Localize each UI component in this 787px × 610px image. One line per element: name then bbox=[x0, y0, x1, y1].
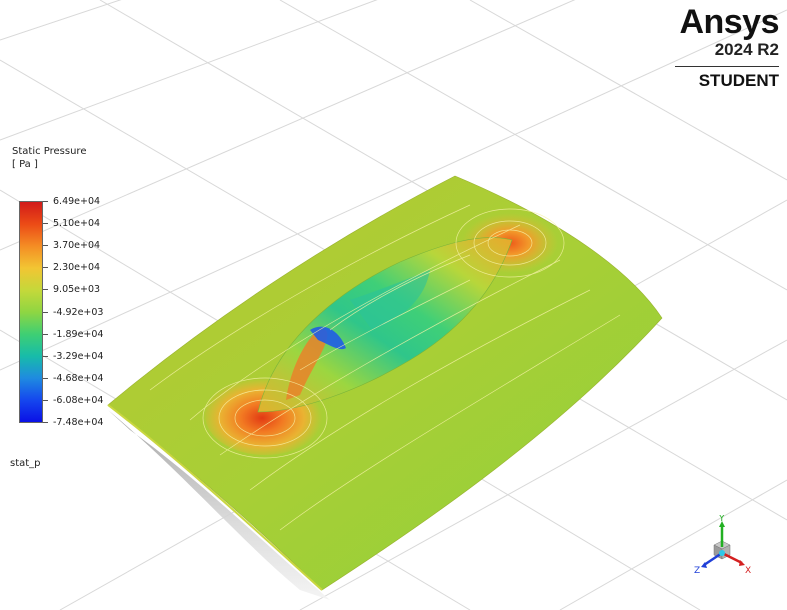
legend-tick-label: 6.49e+04 bbox=[53, 196, 101, 207]
legend-tick-label: 9.05e+03 bbox=[53, 284, 101, 296]
legend-tick-label: -3.29e+04 bbox=[53, 350, 104, 362]
legend-tick-mark bbox=[43, 355, 48, 357]
x-axis-head bbox=[739, 560, 745, 566]
triad-origin bbox=[719, 550, 725, 556]
suction-peak bbox=[310, 326, 346, 350]
x-axis-label: X bbox=[745, 566, 751, 576]
low-pressure-region bbox=[286, 328, 328, 400]
leading-edge bbox=[107, 404, 323, 591]
z-axis-label: Z bbox=[694, 566, 700, 576]
legend-tick-mark bbox=[43, 223, 48, 225]
logo-edition: STUDENT bbox=[698, 71, 779, 90]
z-axis-head bbox=[701, 562, 707, 568]
legend-tick-label: -1.89e+04 bbox=[53, 328, 104, 340]
variable-name: stat_p bbox=[10, 458, 41, 469]
legend-tick-label: -4.92e+03 bbox=[53, 306, 104, 318]
legend-tick-label: -6.08e+04 bbox=[53, 394, 104, 406]
legend-tick-mark bbox=[43, 311, 48, 313]
logo-version: 2024 R2 bbox=[714, 40, 779, 59]
z-axis-arrow bbox=[703, 551, 723, 567]
legend-tick-mark bbox=[43, 267, 48, 269]
legend-tick-label: 3.70e+04 bbox=[53, 240, 101, 252]
legend-tick-mark bbox=[43, 422, 48, 423]
x-axis-arrow bbox=[721, 551, 743, 565]
axis-triad[interactable]: Y X Z bbox=[690, 515, 760, 585]
legend-title: Static Pressure [ Pa ] bbox=[12, 145, 86, 171]
bump-body bbox=[257, 237, 513, 413]
wing-surface bbox=[107, 175, 663, 591]
legend-tick-label: 5.10e+04 bbox=[53, 218, 101, 230]
legend-title-units: [ Pa ] bbox=[12, 159, 38, 170]
legend-tick-mark bbox=[43, 289, 48, 291]
y-axis-head bbox=[719, 521, 725, 527]
legend-tick-mark bbox=[43, 377, 48, 379]
logo-divider bbox=[675, 66, 779, 67]
legend-title-name: Static Pressure bbox=[12, 146, 87, 157]
legend-tick-mark bbox=[43, 201, 48, 202]
legend-tick-mark bbox=[43, 333, 48, 335]
model-shadow bbox=[108, 410, 330, 600]
bump-mid-contour bbox=[350, 270, 430, 330]
legend-tick-label: 2.30e+04 bbox=[53, 262, 101, 274]
legend-tick-mark bbox=[43, 245, 48, 247]
contour-lines bbox=[149, 204, 621, 531]
logo-brand: Ansys bbox=[679, 3, 779, 41]
color-legend-bar bbox=[19, 201, 43, 423]
ansys-logo: Ansys 2024 R2 STUDENT bbox=[667, 3, 780, 91]
y-axis-label: Y bbox=[718, 515, 725, 524]
legend-tick-mark bbox=[43, 399, 48, 401]
legend-tick-label: -7.48e+04 bbox=[53, 417, 104, 428]
legend-tick-label: -4.68e+04 bbox=[53, 372, 104, 384]
